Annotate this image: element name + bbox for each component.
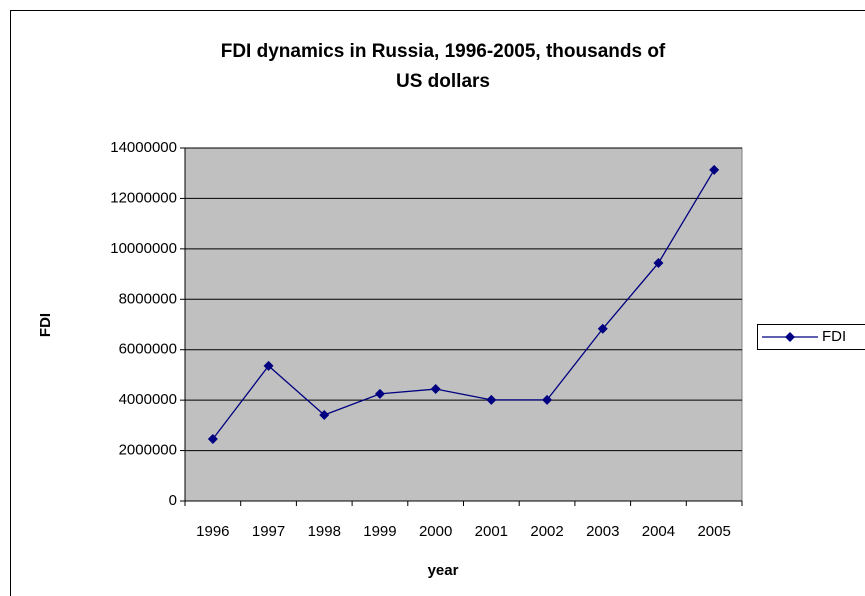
x-tick-label: 2000	[419, 523, 452, 540]
x-tick-label: 2002	[530, 523, 563, 540]
chart-title-line: US dollars	[396, 71, 490, 92]
x-tick-label: 2003	[586, 523, 619, 540]
plot-area	[184, 147, 743, 502]
chart-title: FDI dynamics in Russia, 1996-2005, thous…	[221, 41, 666, 92]
data-point	[542, 394, 553, 405]
x-tick-label: 1998	[308, 523, 341, 540]
x-tick-label: 1999	[363, 523, 396, 540]
y-tick-label: 6000000	[119, 341, 177, 358]
y-tick-label: 2000000	[119, 442, 177, 459]
data-point	[263, 360, 274, 371]
data-point	[486, 394, 497, 405]
x-axis-label: year	[428, 562, 459, 579]
y-tick-label: 12000000	[110, 189, 177, 206]
y-axis-label: FDI	[37, 313, 54, 337]
x-tick-label: 1996	[196, 523, 229, 540]
chart-title-line: FDI dynamics in Russia, 1996-2005, thous…	[221, 41, 666, 62]
x-tick-label: 2005	[697, 523, 730, 540]
x-tick-label: 2004	[642, 523, 675, 540]
data-point	[374, 388, 385, 399]
y-tick-label: 10000000	[110, 240, 177, 257]
data-point	[709, 164, 720, 175]
y-tick-label: 0	[169, 492, 177, 509]
x-tick-label: 1997	[252, 523, 285, 540]
y-tick-label: 4000000	[119, 391, 177, 408]
legend-label: FDI	[822, 328, 846, 345]
y-tick-label: 14000000	[110, 139, 177, 156]
series-line	[212, 169, 715, 440]
y-tick-label: 8000000	[119, 290, 177, 307]
data-point	[319, 410, 330, 421]
legend-marker	[785, 332, 795, 342]
x-tick-label: 2001	[475, 523, 508, 540]
data-point	[207, 433, 218, 444]
data-point	[597, 323, 608, 334]
data-point	[430, 384, 441, 395]
data-point	[653, 257, 664, 268]
